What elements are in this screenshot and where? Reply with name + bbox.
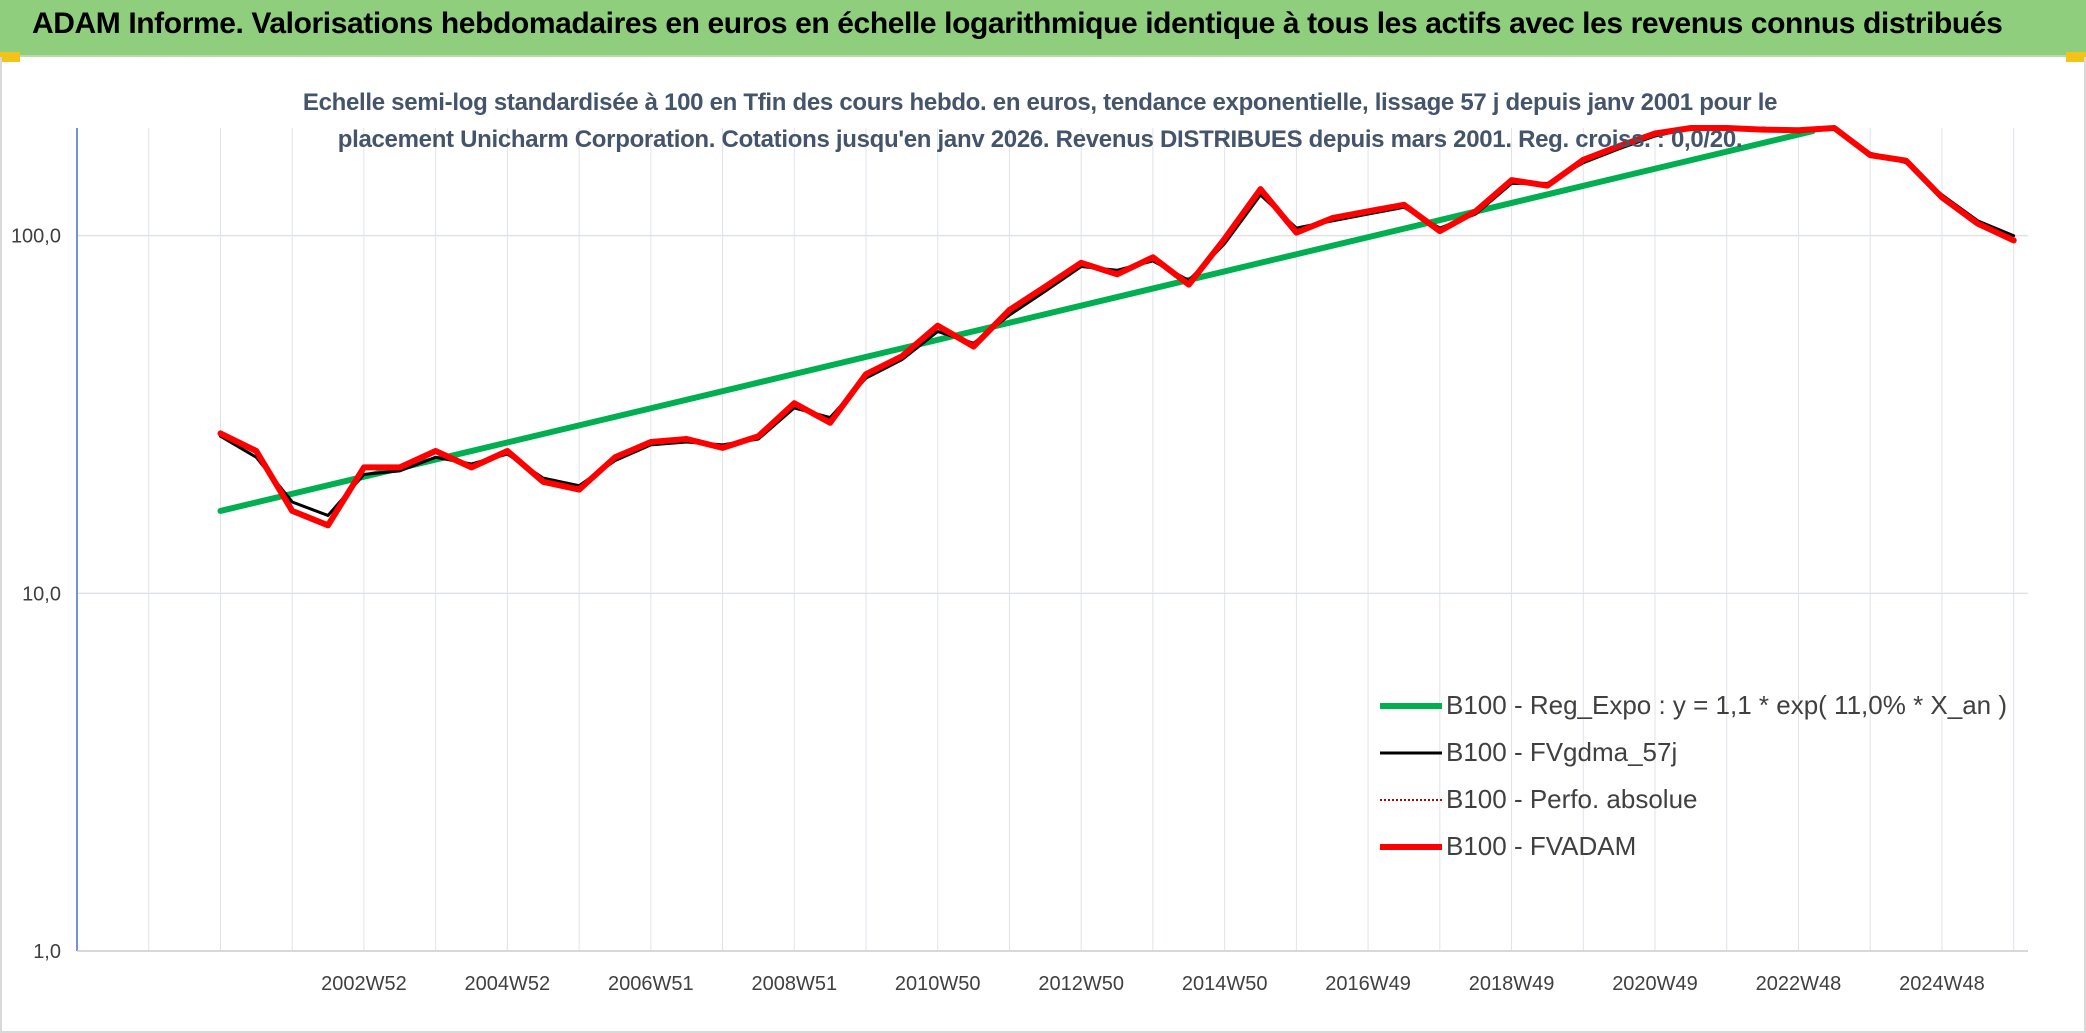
- y-tick-label: 100,0: [11, 226, 61, 248]
- x-tick-label: 2024W48: [1899, 973, 1985, 995]
- legend-label-perfo: B100 - Perfo. absolue: [1446, 784, 1698, 814]
- legend-label-regression: B100 - Reg_Expo : y = 1,1 * exp( 11,0% *…: [1446, 690, 2008, 720]
- chart-frame: [0, 57, 2086, 1033]
- chart-subtitle-line-2: placement Unicharm Corporation. Cotation…: [337, 126, 1743, 153]
- y-tick-label: 1,0: [33, 941, 61, 963]
- x-tick-label: 2020W49: [1612, 973, 1698, 995]
- title-banner: ADAM Informe. Valorisations hebdomadaire…: [0, 0, 2086, 57]
- legend-item-perfo: B100 - Perfo. absolue: [1380, 776, 2007, 823]
- legend-label-fvgdma: B100 - FVgdma_57j: [1446, 737, 1678, 767]
- series-line-perfo: [219, 127, 2015, 527]
- x-tick-label: 2012W50: [1038, 973, 1124, 995]
- x-tick-label: 2022W48: [1756, 973, 1842, 995]
- x-tick-label: 2008W51: [751, 973, 837, 995]
- x-tick-label: 2016W49: [1325, 973, 1411, 995]
- series-line-regression: [217, 128, 1816, 514]
- legend-item-fvadam: B100 - FVADAM: [1380, 823, 2007, 870]
- chart-legend: B100 - Reg_Expo : y = 1,1 * exp( 11,0% *…: [1380, 682, 2007, 870]
- legend-swatch-regression: [1380, 702, 1442, 709]
- legend-label-fvadam: B100 - FVADAM: [1446, 831, 1637, 861]
- x-tick-label: 2006W51: [608, 973, 694, 995]
- legend-swatch-fvadam: [1380, 843, 1442, 850]
- corner-mark-right: [2066, 52, 2086, 62]
- chart-subtitle-line-1: Echelle semi-log standardisée à 100 en T…: [302, 89, 1778, 116]
- x-tick-label: 2010W50: [895, 973, 981, 995]
- y-tick-label: 10,0: [22, 583, 61, 605]
- legend-swatch-fvgdma: [1380, 751, 1442, 754]
- series-line-fvadam: [217, 125, 2017, 529]
- x-tick-label: 2004W52: [465, 973, 551, 995]
- x-tick-label: 2018W49: [1469, 973, 1555, 995]
- legend-item-fvgdma: B100 - FVgdma_57j: [1380, 729, 2007, 776]
- page-title: ADAM Informe. Valorisations hebdomadaire…: [32, 7, 2003, 40]
- legend-item-regression: B100 - Reg_Expo : y = 1,1 * exp( 11,0% *…: [1380, 682, 2007, 729]
- chart-subtitle: Echelle semi-log standardisée à 100 en T…: [230, 84, 1850, 158]
- legend-swatch-perfo: [1380, 798, 1442, 801]
- x-tick-label: 2014W50: [1182, 973, 1268, 995]
- x-tick-label: 2002W52: [321, 973, 407, 995]
- corner-mark-left: [0, 52, 20, 62]
